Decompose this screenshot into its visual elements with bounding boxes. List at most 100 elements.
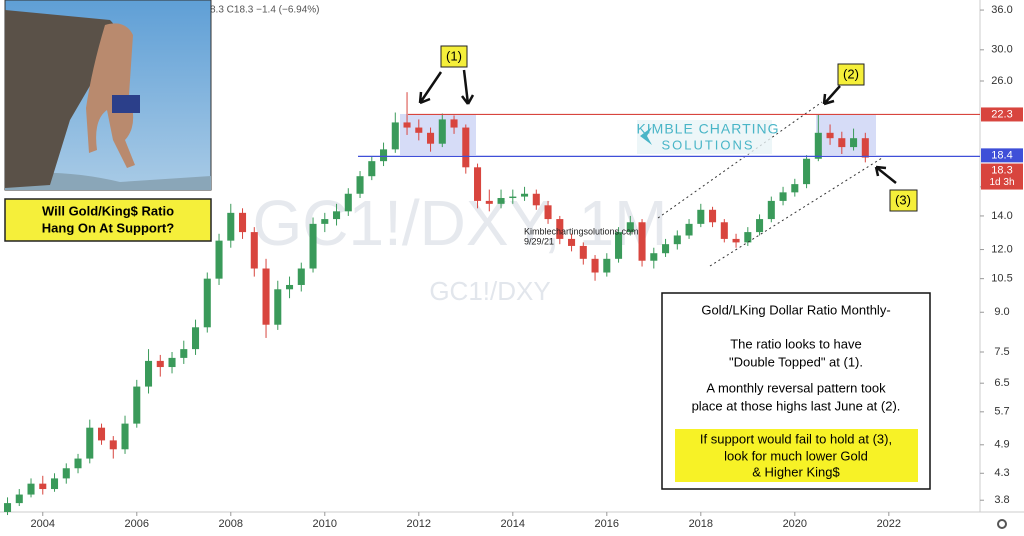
candle-body: [544, 205, 552, 220]
y-tick-label: 26.0: [991, 75, 1012, 87]
price-tag-label: 18.4: [991, 149, 1012, 161]
candle-body: [309, 223, 317, 269]
settings-icon[interactable]: [997, 519, 1007, 529]
candle-body: [767, 200, 775, 220]
logo-mark: [640, 127, 652, 145]
candle-body: [861, 138, 869, 158]
arrows: [418, 69, 897, 184]
candle-body: [450, 119, 458, 128]
header-ohlc: 8.3 C18.3 −1.4 (−6.94%): [210, 5, 320, 16]
arrow: [874, 165, 897, 184]
x-tick-label: 2016: [595, 518, 619, 530]
candle-body: [27, 483, 35, 495]
y-tick-label: 14.0: [991, 210, 1012, 222]
price-tag: [981, 163, 1023, 190]
candle-body: [215, 240, 223, 279]
arrow: [822, 85, 841, 106]
candle-body: [497, 198, 505, 204]
marker-box: [889, 189, 918, 212]
candle-body: [274, 289, 282, 325]
marker: (2): [843, 66, 859, 81]
candle-body: [462, 127, 470, 168]
price-tag: [981, 107, 1023, 122]
candle-body: [779, 192, 787, 201]
marker: (1): [446, 48, 462, 63]
candle-body: [333, 211, 341, 220]
candle-body: [603, 258, 611, 273]
candle-body: [415, 127, 423, 133]
y-tick-label: 10.5: [991, 273, 1012, 285]
candle-body: [673, 235, 681, 245]
candle-body: [685, 223, 693, 236]
highlight-line: look for much lower Gold: [724, 448, 868, 463]
marker: (3): [895, 192, 911, 207]
candle-body: [133, 386, 141, 424]
candle-body: [615, 232, 623, 259]
y-tick-label: 4.3: [994, 467, 1009, 479]
candle-body: [579, 245, 587, 259]
y-tick-label: 3.8: [994, 494, 1009, 506]
y-tick-label: 5.7: [994, 406, 1009, 418]
y-tick-label: 12.0: [991, 243, 1012, 255]
y-tick-label: 7.5: [994, 346, 1009, 358]
y-tick-label: 30.0: [991, 44, 1012, 56]
x-tick-label: 2018: [689, 518, 713, 530]
photo: [4, 0, 212, 191]
candle-body: [380, 149, 388, 162]
candle-body: [3, 503, 12, 512]
x-tick-label: 2008: [219, 518, 243, 530]
caption: Hang On At Support?: [42, 220, 174, 235]
candle-body: [250, 232, 258, 269]
trendline: [657, 101, 823, 219]
candle-body: [180, 349, 188, 358]
candle-body: [391, 122, 399, 150]
arrow: [461, 69, 475, 105]
commentary-title: Gold/LKing Dollar Ratio Monthly-: [701, 302, 890, 317]
trendline: [709, 157, 883, 267]
price-tag-label: 22.3: [991, 108, 1012, 120]
candle-body: [98, 427, 106, 441]
candle-body: [791, 184, 799, 193]
candle-body: [697, 209, 705, 224]
highlight-line: & Higher King$: [752, 464, 840, 479]
candle-body: [438, 119, 446, 144]
candle-body: [638, 222, 646, 261]
logo-text: KIMBLE CHARTING: [636, 121, 779, 137]
candle-body: [74, 458, 82, 469]
candle-body: [356, 176, 364, 194]
y-tick-label: 6.5: [994, 377, 1009, 389]
x-tick-label: 2022: [877, 518, 901, 530]
price-tag-countdown: 1d 3h: [989, 177, 1014, 188]
candle-body: [15, 494, 23, 504]
candle-body: [650, 253, 658, 261]
x-tick-label: 2010: [313, 518, 337, 530]
candle-body: [403, 122, 411, 128]
candle-body: [192, 327, 200, 350]
photo-mountains: [5, 172, 211, 190]
candle-body: [168, 357, 176, 368]
candle-body: [321, 219, 329, 224]
candle-body: [297, 268, 305, 285]
x-tick-label: 2014: [501, 518, 525, 530]
candle-body: [509, 196, 517, 199]
photo-rock: [5, 10, 119, 188]
candle-body: [826, 132, 834, 139]
candle-body: [850, 138, 858, 148]
gear[interactable]: [997, 519, 1007, 529]
candle-body: [121, 423, 129, 450]
y-tick-label: 9.0: [994, 306, 1009, 318]
candle-body: [568, 238, 576, 246]
commentary-line: "Double Topped" at (1).: [729, 354, 863, 369]
marker-box: [837, 63, 865, 86]
commentary-line: A monthly reversal pattern took: [706, 380, 886, 395]
candle-body: [720, 222, 728, 239]
arrow: [418, 71, 443, 105]
highlight-line: If support would fail to hold at (3),: [700, 431, 892, 446]
candle-body: [732, 238, 740, 243]
candle-body: [521, 193, 529, 197]
x-tick-label: 2004: [31, 518, 55, 530]
caption-box: [4, 198, 212, 242]
candle-body: [485, 200, 493, 204]
candle-body: [203, 278, 211, 328]
